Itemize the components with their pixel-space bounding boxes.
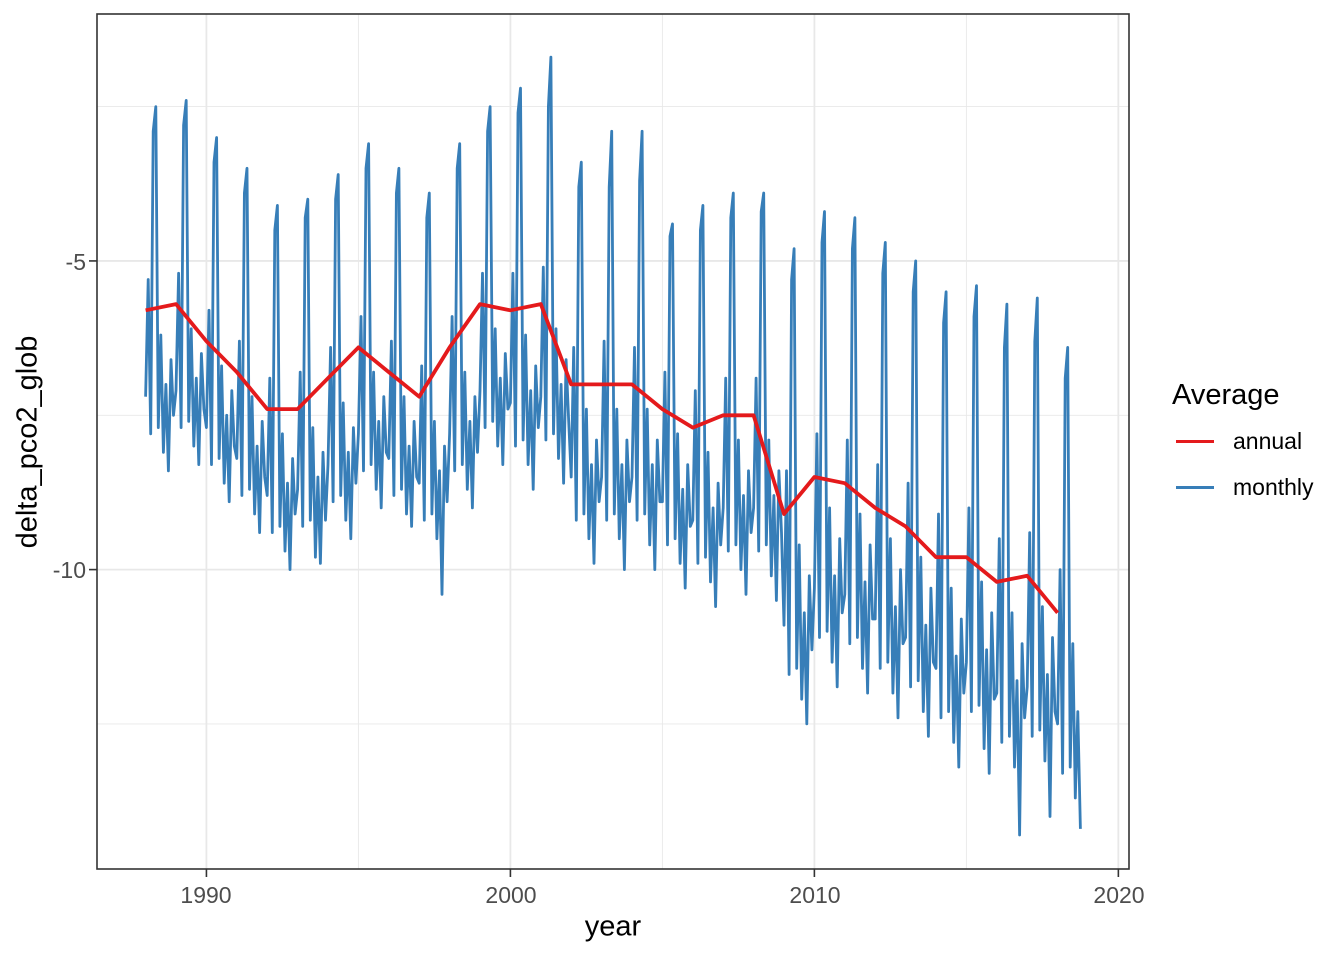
legend-item-annual: annual xyxy=(1176,429,1302,454)
legend-title: Average xyxy=(1172,379,1280,411)
monthly-line xyxy=(144,55,1082,837)
legend-label-annual: annual xyxy=(1233,428,1303,454)
y-tick-label: -10 xyxy=(52,557,86,583)
y-axis-title: delta_pco2_glob xyxy=(11,335,44,549)
x-tick-label: 2010 xyxy=(789,882,841,908)
x-axis-title: year xyxy=(584,910,642,943)
legend-item-monthly: monthly xyxy=(1176,475,1314,500)
panel-border xyxy=(96,13,1130,870)
y-tick-label: -5 xyxy=(65,249,86,275)
x-tick-label: 2000 xyxy=(485,882,537,908)
x-tick-label: 2020 xyxy=(1093,882,1145,908)
x-tick-label: 1990 xyxy=(180,882,232,908)
annual-line xyxy=(145,302,1060,615)
legend-line-swatch-monthly xyxy=(1176,486,1214,489)
legend-line-swatch-annual xyxy=(1176,440,1214,443)
legend-label-monthly: monthly xyxy=(1233,474,1314,500)
